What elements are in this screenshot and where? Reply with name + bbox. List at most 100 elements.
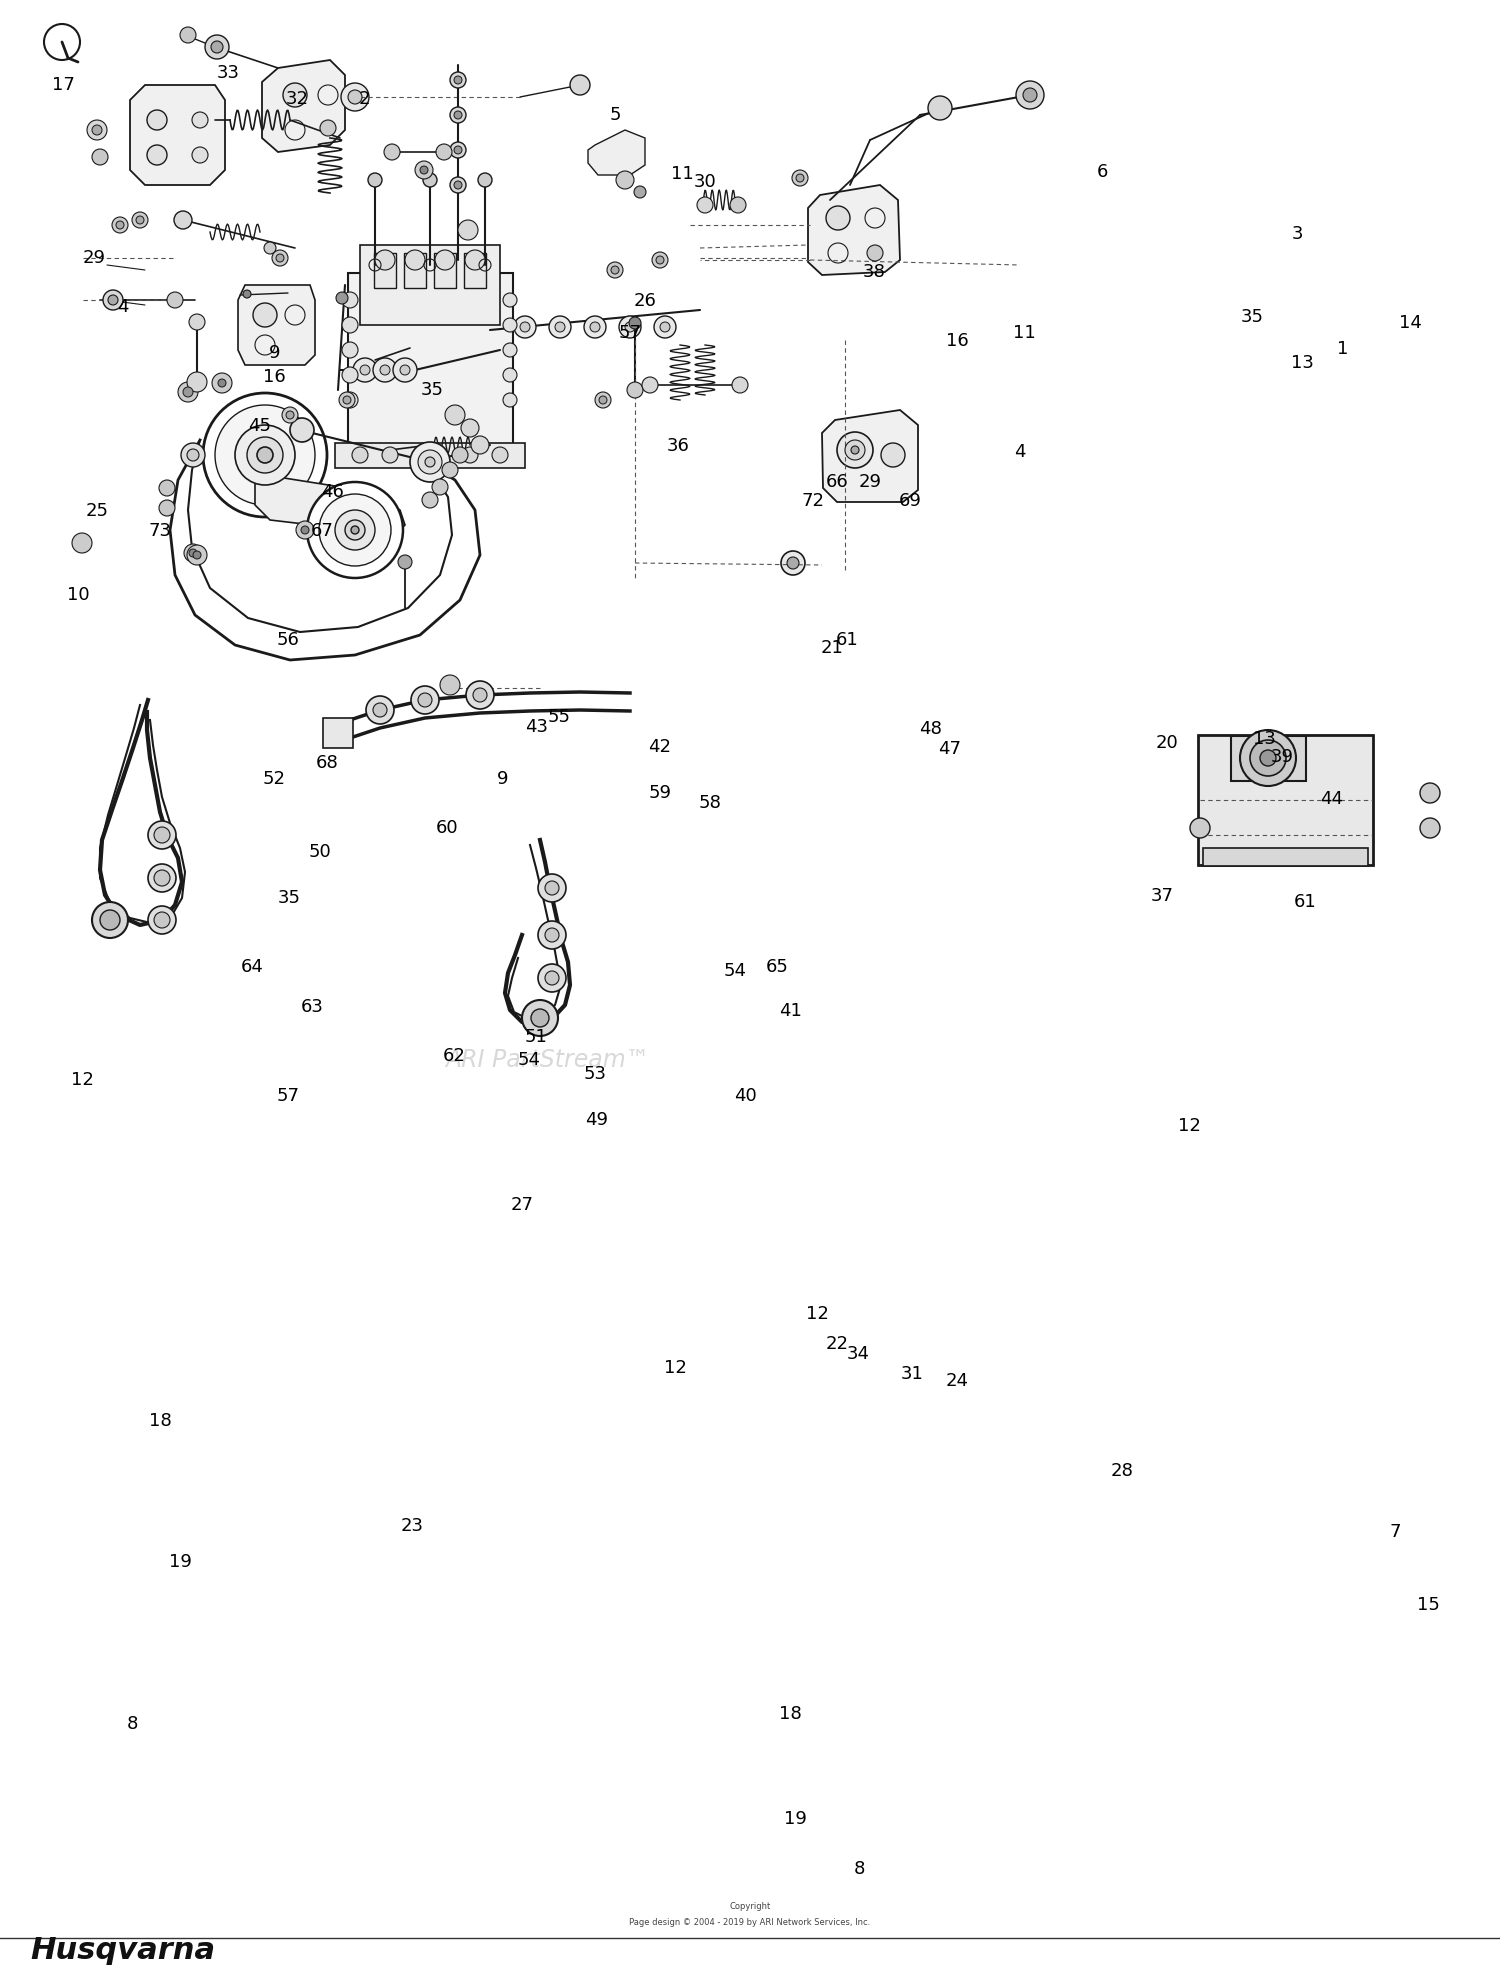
Circle shape [206,36,230,59]
Circle shape [276,254,284,262]
Circle shape [471,436,489,454]
Text: 52: 52 [262,769,286,789]
Circle shape [211,42,223,54]
Circle shape [374,359,398,383]
Circle shape [194,551,201,559]
Circle shape [503,317,518,333]
Polygon shape [822,410,918,501]
Circle shape [503,293,518,307]
Circle shape [788,557,800,569]
Circle shape [442,462,458,478]
Circle shape [366,696,394,723]
Text: 42: 42 [648,737,672,757]
Circle shape [92,149,108,165]
Circle shape [503,392,518,406]
Circle shape [520,321,530,333]
Circle shape [531,1009,549,1027]
Text: 12: 12 [70,1070,94,1090]
Circle shape [342,317,358,333]
Circle shape [87,121,106,141]
Circle shape [620,315,640,339]
Text: 40: 40 [734,1086,758,1106]
Text: 12: 12 [663,1358,687,1377]
Circle shape [454,147,462,155]
Circle shape [1016,81,1044,109]
Text: 13: 13 [1290,353,1314,373]
Circle shape [183,386,194,396]
Text: 21: 21 [821,638,844,658]
Circle shape [284,83,308,107]
Text: 10: 10 [66,585,90,605]
Bar [464,252,486,287]
Circle shape [656,256,664,264]
Text: 6: 6 [1096,163,1108,182]
Text: 23: 23 [400,1516,424,1536]
Circle shape [236,424,296,486]
Circle shape [416,161,434,178]
Text: 26: 26 [633,291,657,311]
Circle shape [211,373,232,392]
Circle shape [652,252,668,268]
Circle shape [590,321,600,333]
Circle shape [1240,729,1296,787]
Text: 61: 61 [836,630,860,650]
Bar [1203,848,1368,866]
Circle shape [202,392,327,517]
Circle shape [400,365,410,375]
Text: 29: 29 [858,472,882,492]
Circle shape [282,406,298,422]
Circle shape [189,313,206,329]
Circle shape [342,291,358,307]
Circle shape [192,147,208,163]
Circle shape [458,220,478,240]
Circle shape [1250,739,1286,777]
Circle shape [538,963,566,993]
Circle shape [348,89,361,103]
Circle shape [844,440,865,460]
Circle shape [596,392,610,408]
Polygon shape [255,476,405,535]
Text: 9: 9 [496,769,508,789]
Circle shape [72,533,92,553]
Circle shape [189,549,196,557]
Circle shape [450,176,466,192]
Circle shape [610,266,620,274]
Text: 14: 14 [1398,313,1422,333]
Circle shape [148,864,176,892]
Circle shape [154,826,170,842]
Circle shape [435,250,454,270]
Circle shape [92,125,102,135]
Circle shape [549,315,572,339]
Circle shape [796,174,804,182]
Circle shape [147,109,166,131]
Text: 43: 43 [525,717,549,737]
Circle shape [419,450,442,474]
Circle shape [375,250,394,270]
Circle shape [398,555,412,569]
Circle shape [116,222,124,230]
Text: 20: 20 [1155,733,1179,753]
Circle shape [112,216,128,234]
Text: 8: 8 [126,1714,138,1734]
Circle shape [174,210,192,230]
Text: 16: 16 [945,331,969,351]
Circle shape [159,480,176,496]
Text: 67: 67 [310,521,334,541]
Circle shape [660,321,670,333]
Circle shape [880,444,904,468]
Circle shape [132,212,148,228]
Text: 4: 4 [1014,442,1026,462]
Text: 13: 13 [1252,729,1276,749]
Circle shape [514,315,535,339]
Text: 65: 65 [765,957,789,977]
Text: 15: 15 [1416,1596,1440,1615]
Circle shape [342,392,358,408]
Circle shape [450,107,466,123]
Circle shape [360,365,370,375]
Text: 51: 51 [524,1027,548,1046]
Circle shape [104,289,123,309]
Circle shape [272,250,288,266]
Circle shape [634,186,646,198]
Text: 57: 57 [276,1086,300,1106]
Circle shape [296,521,314,539]
